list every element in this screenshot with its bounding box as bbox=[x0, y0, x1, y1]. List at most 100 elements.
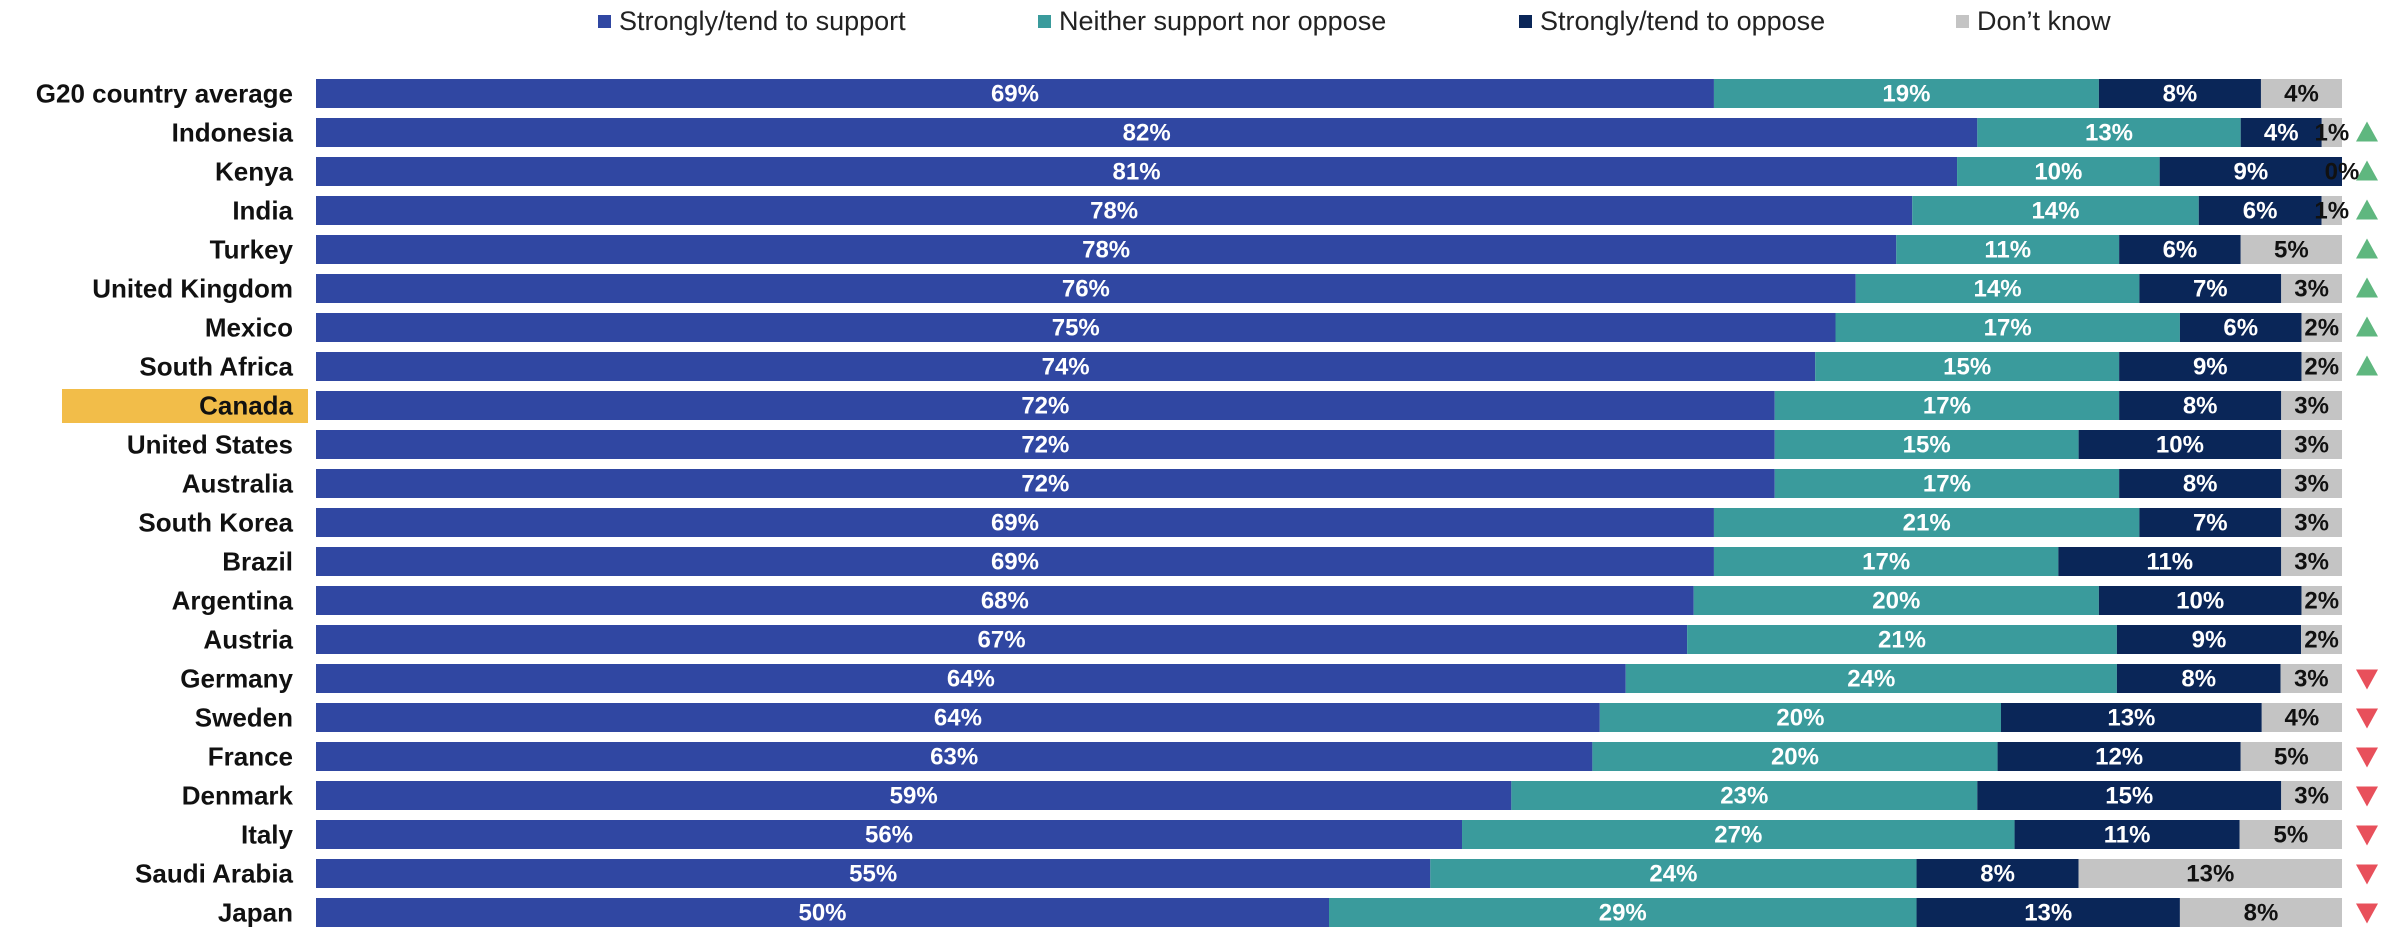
bar-support-united-states bbox=[316, 430, 1775, 459]
bar-dont-know-united-states bbox=[2281, 430, 2342, 459]
legend-swatch-dont-know bbox=[1956, 14, 1969, 28]
value-label-oppose-australia: 8% bbox=[2183, 471, 2218, 498]
legend-label-neither: Neither support nor oppose bbox=[1059, 5, 1387, 36]
value-label-neither-australia: 17% bbox=[1923, 471, 1971, 498]
value-label-dont-know-kenya: 0% bbox=[2325, 159, 2360, 186]
bar-oppose-france bbox=[1997, 742, 2241, 771]
trend-down-icon bbox=[2356, 903, 2378, 924]
bar-support-mexico bbox=[316, 313, 1836, 342]
value-label-support-united-states: 72% bbox=[1021, 432, 1069, 459]
bar-oppose-indonesia bbox=[2240, 118, 2322, 147]
bar-dont-know-japan bbox=[2179, 898, 2342, 927]
bar-dont-know-germany bbox=[2280, 664, 2342, 693]
row-label-united-kingdom: United Kingdom bbox=[92, 274, 293, 304]
value-label-neither-united-kingdom: 14% bbox=[1974, 276, 2022, 303]
value-label-dont-know-g20-country-average: 4% bbox=[2284, 81, 2319, 108]
bar-support-italy bbox=[316, 820, 1463, 849]
value-label-dont-know-germany: 3% bbox=[2294, 666, 2329, 693]
legend-item-oppose: Strongly/tend to oppose bbox=[1519, 4, 1825, 38]
bar-support-denmark bbox=[316, 781, 1512, 810]
value-label-support-japan: 50% bbox=[798, 900, 846, 927]
value-label-neither-italy: 27% bbox=[1714, 822, 1762, 849]
bar-neither-mexico bbox=[1835, 313, 2180, 342]
value-label-support-denmark: 59% bbox=[890, 783, 938, 810]
bar-support-south-africa bbox=[316, 352, 1816, 381]
value-label-oppose-indonesia: 4% bbox=[2264, 120, 2299, 147]
legend-swatch-support bbox=[598, 14, 611, 28]
value-label-dont-know-argentina: 2% bbox=[2304, 588, 2339, 615]
value-label-dont-know-austria: 2% bbox=[2304, 627, 2339, 654]
bar-dont-know-indonesia bbox=[2321, 118, 2342, 147]
value-label-support-brazil: 69% bbox=[991, 549, 1039, 576]
bar-oppose-italy bbox=[2014, 820, 2240, 849]
row-label-saudi-arabia: Saudi Arabia bbox=[135, 859, 294, 889]
bar-dont-know-france bbox=[2240, 742, 2342, 771]
value-label-dont-know-saudi-arabia: 13% bbox=[2186, 861, 2234, 888]
value-label-neither-south-africa: 15% bbox=[1943, 354, 1991, 381]
bar-dont-know-mexico bbox=[2301, 313, 2342, 342]
row-label-france: France bbox=[208, 742, 293, 772]
value-label-dont-know-south-africa: 2% bbox=[2304, 354, 2339, 381]
bar-dont-know-austria bbox=[2301, 625, 2342, 654]
value-label-neither-india: 14% bbox=[2031, 198, 2079, 225]
bar-dont-know-italy bbox=[2239, 820, 2342, 849]
value-label-support-indonesia: 82% bbox=[1123, 120, 1171, 147]
row-label-japan: Japan bbox=[218, 898, 293, 928]
value-label-support-kenya: 81% bbox=[1113, 159, 1161, 186]
value-label-dont-know-indonesia: 1% bbox=[2315, 120, 2350, 147]
value-label-support-india: 78% bbox=[1090, 198, 1138, 225]
bar-support-sweden bbox=[316, 703, 1600, 732]
bar-neither-france bbox=[1592, 742, 1998, 771]
value-label-dont-know-france: 5% bbox=[2274, 744, 2309, 771]
value-label-dont-know-italy: 5% bbox=[2273, 822, 2308, 849]
legend-label-oppose: Strongly/tend to oppose bbox=[1540, 5, 1826, 36]
bar-oppose-mexico bbox=[2179, 313, 2302, 342]
row-label-sweden: Sweden bbox=[195, 703, 293, 733]
bar-oppose-australia bbox=[2119, 469, 2282, 498]
bar-neither-canada bbox=[1774, 391, 2120, 420]
bar-oppose-sweden bbox=[2000, 703, 2262, 732]
value-label-support-saudi-arabia: 55% bbox=[849, 861, 897, 888]
row-label-united-states: United States bbox=[127, 430, 293, 460]
bar-neither-united-states bbox=[1774, 430, 2079, 459]
value-label-oppose-argentina: 10% bbox=[2176, 588, 2224, 615]
bar-neither-g20-country-average bbox=[1713, 79, 2099, 108]
row-label-g20-country-average: G20 country average bbox=[36, 79, 293, 109]
bar-support-canada bbox=[316, 391, 1775, 420]
value-label-support-australia: 72% bbox=[1021, 471, 1069, 498]
legend-label-dont-know: Don’t know bbox=[1977, 5, 2111, 36]
chart-legend: Strongly/tend to support Neither support… bbox=[0, 0, 2395, 40]
value-label-oppose-denmark: 15% bbox=[2105, 783, 2153, 810]
value-label-oppose-south-africa: 9% bbox=[2193, 354, 2228, 381]
bar-support-indonesia bbox=[316, 118, 1978, 147]
legend-swatch-oppose bbox=[1519, 14, 1532, 28]
bar-dont-know-brazil bbox=[2281, 547, 2342, 576]
value-label-neither-indonesia: 13% bbox=[2085, 120, 2133, 147]
row-label-kenya: Kenya bbox=[215, 157, 294, 187]
value-label-neither-argentina: 20% bbox=[1872, 588, 1920, 615]
value-label-oppose-kenya: 9% bbox=[2233, 159, 2268, 186]
value-label-oppose-canada: 8% bbox=[2183, 393, 2218, 420]
bar-support-saudi-arabia bbox=[316, 859, 1431, 888]
value-label-neither-saudi-arabia: 24% bbox=[1649, 861, 1697, 888]
bar-oppose-denmark bbox=[1977, 781, 2282, 810]
value-label-oppose-mexico: 6% bbox=[2223, 315, 2258, 342]
bar-support-kenya bbox=[316, 157, 1958, 186]
bar-neither-united-kingdom bbox=[1855, 274, 2140, 303]
bar-support-india bbox=[316, 196, 1913, 225]
bar-oppose-india bbox=[2198, 196, 2322, 225]
trend-up-icon bbox=[2356, 238, 2378, 259]
row-label-mexico: Mexico bbox=[205, 313, 293, 343]
bar-support-g20-country-average bbox=[316, 79, 1714, 108]
value-label-dont-know-brazil: 3% bbox=[2294, 549, 2329, 576]
bar-support-france bbox=[316, 742, 1593, 771]
bar-oppose-united-states bbox=[2078, 430, 2282, 459]
row-label-germany: Germany bbox=[180, 664, 293, 694]
bar-neither-sweden bbox=[1599, 703, 2001, 732]
trend-up-icon bbox=[2356, 121, 2378, 142]
bar-dont-know-sweden bbox=[2261, 703, 2342, 732]
row-label-turkey: Turkey bbox=[210, 235, 294, 265]
row-label-australia: Australia bbox=[182, 469, 294, 499]
value-label-dont-know-turkey: 5% bbox=[2274, 237, 2309, 264]
